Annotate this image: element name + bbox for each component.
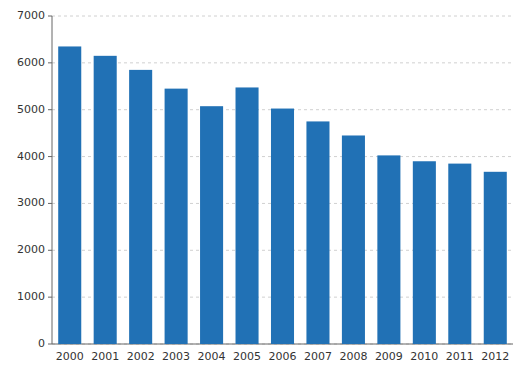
x-tick-label: 2000 — [56, 350, 84, 363]
y-tick — [48, 203, 52, 204]
x-tick-label: 2010 — [410, 350, 438, 363]
bar — [58, 46, 81, 344]
y-tick — [48, 250, 52, 251]
bar — [413, 161, 436, 344]
bar — [342, 135, 365, 344]
bar — [484, 172, 507, 344]
y-axis-line — [52, 16, 53, 344]
x-tick-label: 2003 — [162, 350, 190, 363]
y-tick-label: 6000 — [17, 56, 45, 69]
grid-line — [52, 16, 513, 17]
bar — [200, 106, 223, 344]
chart-container: 0 1000 2000 3000 4000 5000 6000 7000 2000 2001 200… — [0, 0, 529, 378]
y-tick — [48, 109, 52, 110]
x-tick-label: 2009 — [375, 350, 403, 363]
y-tick-label: 2000 — [17, 243, 45, 256]
bar — [129, 70, 152, 344]
y-tick-label: 0 — [38, 337, 45, 350]
x-tick-label: 2008 — [339, 350, 367, 363]
bar — [306, 121, 329, 344]
y-tick — [48, 344, 52, 345]
x-tick-label: 2006 — [269, 350, 297, 363]
grid-line — [52, 62, 513, 63]
y-tick-label: 7000 — [17, 9, 45, 22]
bar — [94, 56, 117, 344]
y-tick — [48, 297, 52, 298]
y-tick-label: 5000 — [17, 103, 45, 116]
y-tick-label: 4000 — [17, 150, 45, 163]
x-tick-label: 2005 — [233, 350, 261, 363]
bar — [448, 164, 471, 344]
bars — [58, 46, 507, 344]
bar — [271, 109, 294, 344]
y-tick-label: 1000 — [17, 290, 45, 303]
y-tick — [48, 62, 52, 63]
y-tick-label: 3000 — [17, 196, 45, 209]
x-tick-label: 2007 — [304, 350, 332, 363]
bar — [236, 87, 259, 344]
grid — [52, 16, 513, 344]
y-tick — [48, 156, 52, 157]
bar — [377, 155, 400, 344]
x-tick-label: 2004 — [198, 350, 226, 363]
x-tick-label: 2001 — [91, 350, 119, 363]
y-tick — [48, 16, 52, 17]
bar — [165, 89, 188, 344]
chart-svg: 0 1000 2000 3000 4000 5000 6000 7000 2000 2001 200… — [0, 0, 529, 378]
x-tick-label: 2011 — [446, 350, 474, 363]
x-tick-label: 2002 — [127, 350, 155, 363]
axes: 0 1000 2000 3000 4000 5000 6000 7000 2000 2001 200… — [17, 9, 513, 363]
x-tick-label: 2012 — [481, 350, 509, 363]
